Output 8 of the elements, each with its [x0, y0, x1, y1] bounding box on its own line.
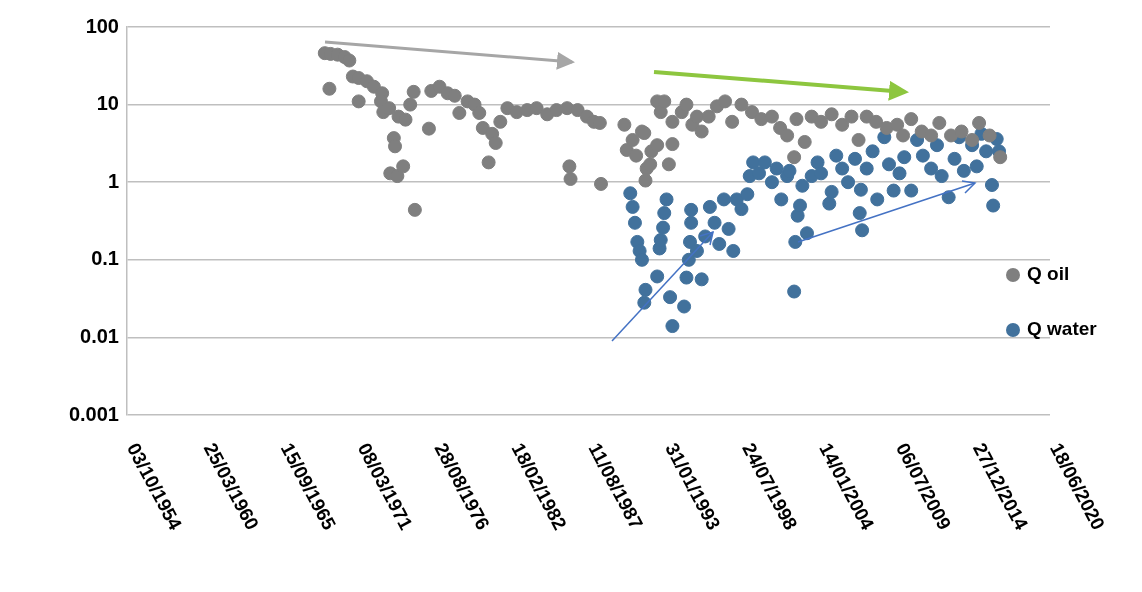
legend-label: Q oil — [1027, 263, 1070, 285]
y-tick-label: 0.1 — [91, 247, 119, 270]
y-tick-label: 0.01 — [80, 324, 119, 347]
y-tick-label: 1 — [107, 169, 119, 192]
y-tick-label: 0.001 — [68, 402, 119, 425]
y-tick-label: 10 — [96, 92, 119, 115]
legend-label: Q water — [1027, 318, 1098, 340]
y-tick-label: 100 — [85, 14, 119, 37]
